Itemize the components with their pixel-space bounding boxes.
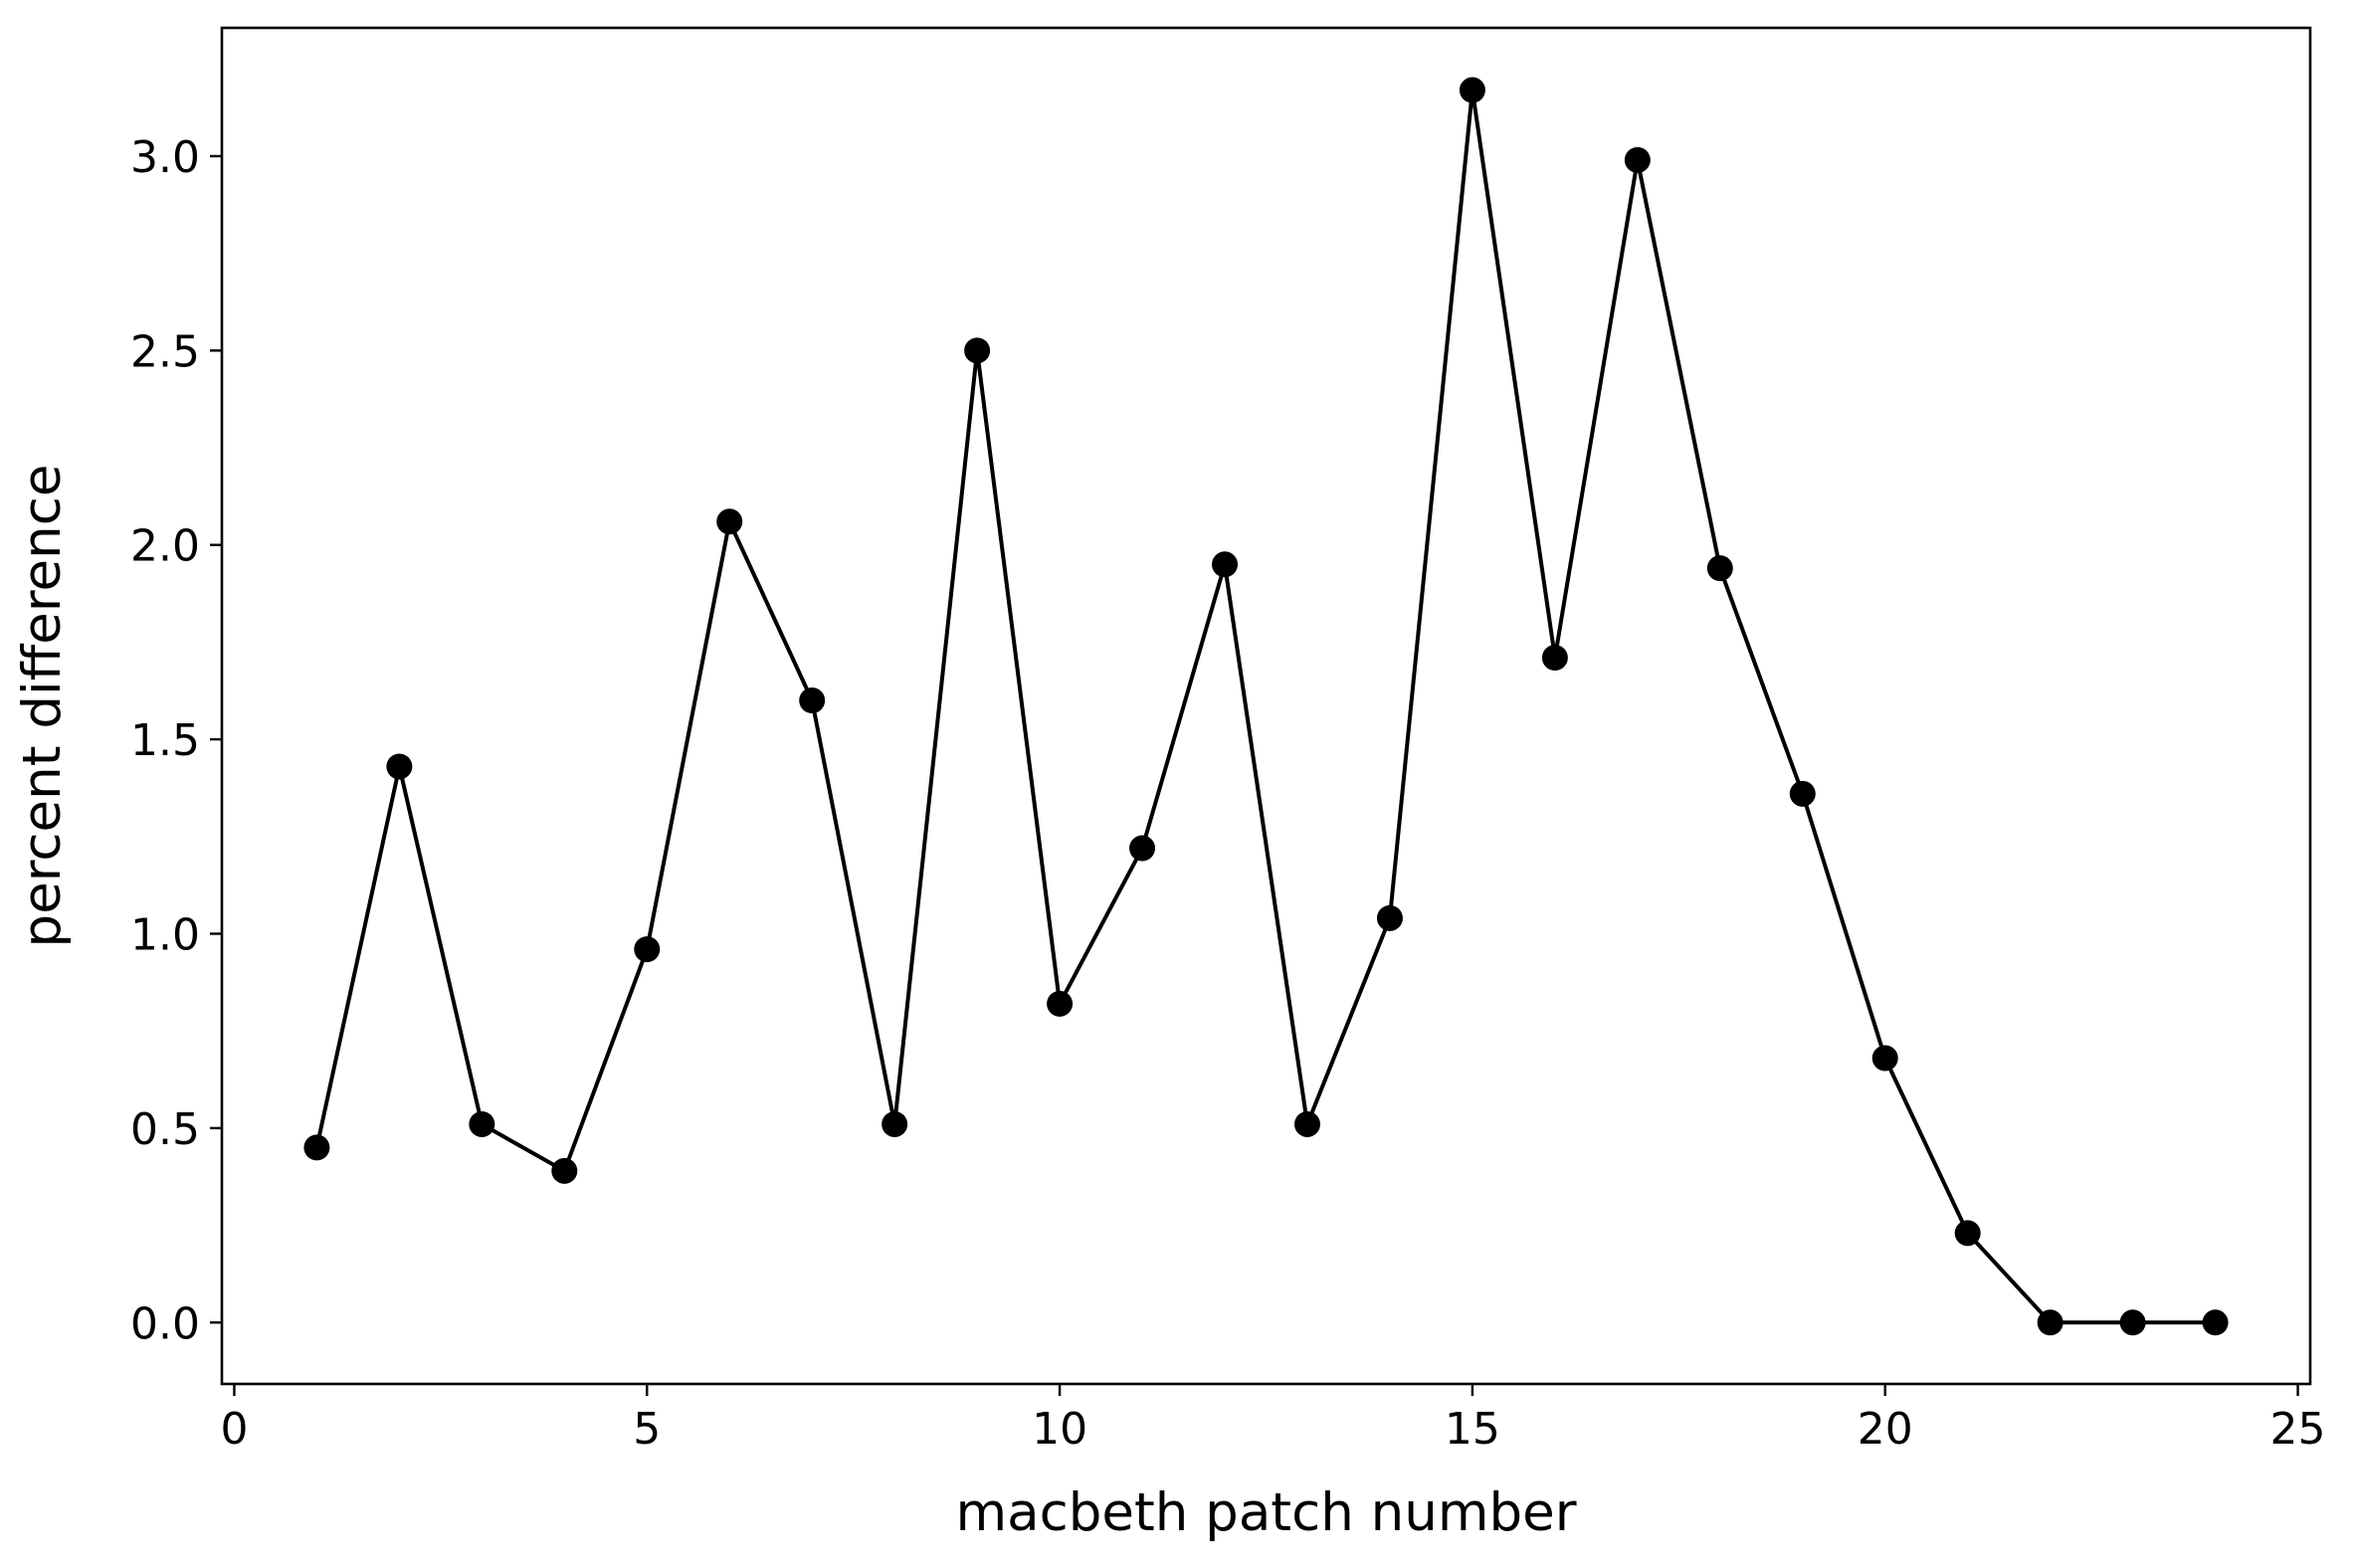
data-point [1212, 551, 1239, 578]
x-tick-label: 0 [220, 1404, 248, 1455]
data-point [964, 337, 991, 364]
plot-area [303, 77, 2229, 1336]
data-point [1706, 555, 1733, 582]
x-tick-label: 15 [1445, 1404, 1500, 1455]
axis-ticks: 0 5 10 15 20 25 0.0 0.5 1.0 1.5 2.0 2.5 3.0 [130, 132, 2326, 1455]
x-tick-label: 25 [2270, 1404, 2326, 1455]
y-tick-label: 2.0 [130, 521, 200, 572]
data-point [469, 1110, 495, 1137]
data-point [551, 1157, 578, 1184]
y-axis-label: percent difference [12, 465, 73, 948]
data-point [1789, 780, 1816, 807]
x-tick-label: 20 [1858, 1404, 1913, 1455]
x-axis-label: macbeth patch number [955, 1482, 1576, 1543]
data-point [1541, 645, 1568, 672]
x-tick-label: 5 [633, 1404, 661, 1455]
data-point [2037, 1309, 2063, 1336]
y-tick-label: 1.0 [130, 909, 200, 960]
plot-frame [220, 26, 2312, 1386]
data-point [799, 687, 826, 714]
data-point [1293, 1110, 1320, 1137]
data-point [716, 508, 743, 535]
data-point [1954, 1220, 1981, 1247]
data-point [882, 1110, 908, 1137]
series-line [314, 90, 2216, 1325]
y-tick-label: 0.5 [130, 1104, 200, 1155]
data-point [2202, 1309, 2229, 1336]
data-point [1047, 990, 1074, 1017]
data-point [1129, 835, 1156, 862]
data-point [1624, 146, 1651, 173]
data-point [386, 753, 413, 780]
y-tick-label: 0.0 [130, 1298, 200, 1349]
data-point [303, 1134, 330, 1161]
data-point [1871, 1045, 1898, 1072]
data-point [1459, 77, 1485, 103]
y-tick-label: 2.5 [130, 326, 200, 377]
data-point [2119, 1309, 2146, 1336]
data-point [1376, 904, 1403, 931]
y-tick-label: 3.0 [130, 132, 200, 183]
data-point [634, 936, 661, 963]
x-tick-label: 10 [1032, 1404, 1087, 1455]
y-tick-label: 1.5 [130, 715, 200, 766]
